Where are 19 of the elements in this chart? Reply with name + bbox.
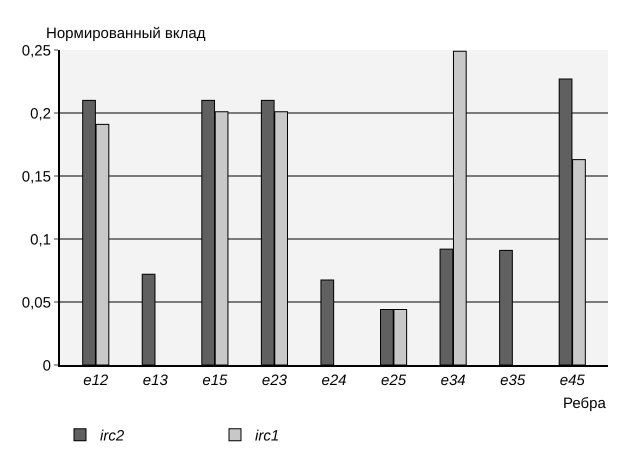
x-tick-label: e35 (500, 372, 526, 389)
x-tick-label: e13 (142, 372, 168, 389)
x-tick-label: e12 (83, 372, 109, 389)
y-tick-label: 0,2 (30, 105, 51, 122)
x-tick-label: e23 (262, 372, 288, 389)
x-tick-label: e34 (440, 372, 466, 389)
y-tick-label: 0,05 (22, 294, 51, 312)
y-tick-label: 0,1 (30, 231, 51, 248)
x-tick-label: e25 (381, 372, 407, 389)
x-tick-label: e15 (202, 372, 228, 389)
legend-label: irc1 (255, 428, 280, 445)
y-tick-label: 0 (42, 357, 51, 374)
x-tick-label: e45 (560, 372, 586, 389)
legend-label: irc2 (100, 428, 125, 445)
y-axis-title: Нормированный вклад (46, 25, 206, 42)
y-tick-label: 0,15 (22, 168, 51, 186)
x-tick-label: e24 (321, 372, 347, 389)
x-axis-title: Ребра (563, 395, 606, 412)
y-tick-label: 0,25 (22, 42, 51, 60)
